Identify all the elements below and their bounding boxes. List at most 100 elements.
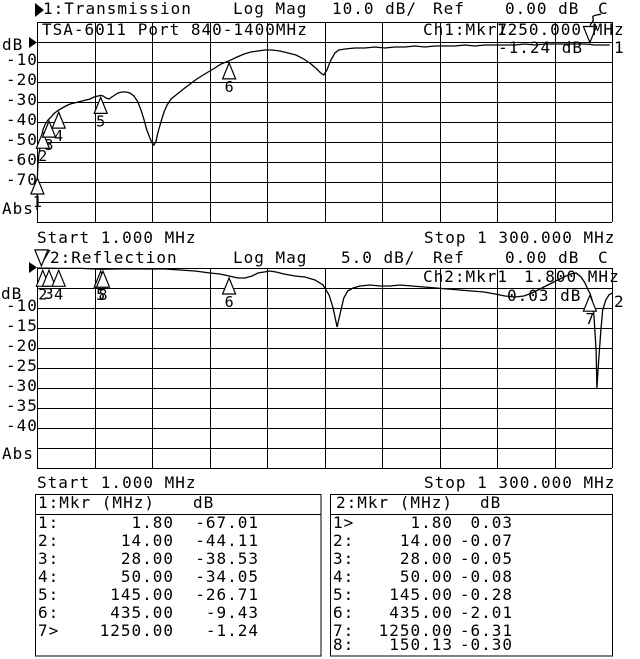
- ch2-marker-readout-label: Ch2:Mkr1: [423, 267, 509, 286]
- ch2-cal-indicator: C: [598, 248, 609, 267]
- ch2-trace-number: 2: [614, 292, 625, 311]
- table2-row-label: 6:: [333, 603, 355, 622]
- ch2-marker-readout-value: 0.03 dB: [507, 286, 582, 305]
- table1-row-freq: 435.00: [110, 603, 174, 622]
- table2-row-db: -0.08: [459, 567, 513, 586]
- table2-row-freq: 145.00: [389, 585, 453, 604]
- table1-row-db: -44.11: [195, 531, 259, 550]
- ch1-marker-readout-freq: 1250.000 MHz: [497, 20, 625, 39]
- ch2-y-tick-label: -15: [6, 316, 38, 335]
- marker-8-icon: [95, 269, 111, 288]
- marker-5-number: 5: [96, 286, 105, 304]
- marker-2-number: 2: [38, 147, 47, 165]
- table1-row-freq: 28.00: [120, 549, 174, 568]
- ch2-marker-readout-freq: 1.800 MHz: [524, 267, 620, 286]
- ch1-y-tick-label: -60: [6, 150, 38, 169]
- ch2-y-tick-label: -30: [6, 376, 38, 395]
- table2-title: 2:Mkr (MHz): [336, 493, 453, 512]
- table2-row-freq: 435.00: [389, 603, 453, 622]
- table1-row-freq: 1250.00: [99, 621, 174, 640]
- table2-row-freq: 150.13: [389, 635, 453, 654]
- marker-4-number: 4: [54, 127, 63, 145]
- ch1-header-ref-value: 0.00 dB: [505, 0, 580, 18]
- marker-6-icon: [221, 276, 237, 295]
- trace1-active-icon: [35, 3, 44, 17]
- table2-row-freq: 14.00: [399, 531, 453, 550]
- ch1-header-ref-label: Ref: [433, 0, 465, 18]
- marker-3-number: 3: [44, 136, 53, 154]
- marker-table2-frame: [330, 494, 613, 657]
- ch1-ref-arrow-icon: [29, 37, 37, 48]
- table1-row-db: -9.43: [205, 603, 259, 622]
- table1-row-label: 1:: [38, 513, 60, 532]
- table2-row-db: -6.31: [459, 621, 513, 640]
- ch1-marker-readout-value: -1.24 dB: [498, 38, 584, 57]
- table2-row-label: 4:: [333, 567, 355, 586]
- marker-7-number: 7: [585, 310, 594, 328]
- ch1-header-format: Log Mag: [233, 0, 308, 18]
- ch2-y-tick-label: -25: [6, 356, 38, 375]
- ch1-y-tick-label: -50: [6, 130, 38, 149]
- table1-unit: dB: [193, 493, 215, 512]
- ch2-y-tick-label: -35: [6, 396, 38, 415]
- table1-row-label: 5:: [38, 585, 60, 604]
- marker-2-icon: [35, 130, 51, 149]
- table1-row-freq: 14.00: [120, 531, 174, 550]
- table2-row-db: 0.03: [470, 513, 513, 532]
- ch2-start-freq: Start 1.000 MHz: [37, 473, 197, 492]
- table2-row-db: -0.30: [459, 635, 513, 654]
- table2-row-label: 8:: [333, 635, 355, 654]
- marker-2-number: 2: [38, 285, 47, 303]
- trace-2: [36, 267, 613, 389]
- ch1-header-scale: 10.0 dB/: [332, 0, 418, 18]
- ch1-y-tick-label: -10: [6, 50, 38, 69]
- ch1-cal-indicator: C: [598, 0, 609, 18]
- table2-row-label: 5:: [333, 585, 355, 604]
- table2-row-freq: 1.80: [410, 513, 453, 532]
- ch2-header-ref-value: 0.00 dB: [505, 248, 580, 267]
- ch2-stop-freq: Stop 1 300.000 MHz: [424, 473, 616, 492]
- ch1-marker-readout-label: Ch1:Mkr7: [423, 20, 509, 39]
- ch1-y-axis-unit: dB: [2, 35, 24, 54]
- ch2-header-title: 2:Reflection: [50, 248, 178, 267]
- ch1-abs-label: Abs: [2, 199, 34, 218]
- ch1-y-tick-label: -40: [6, 110, 38, 129]
- table1-row-freq: 145.00: [110, 585, 174, 604]
- active-marker-1-icon: [34, 249, 49, 268]
- marker-1-icon: [30, 176, 45, 195]
- ch2-abs-label: Abs: [2, 444, 34, 463]
- table1-row-label: 2:: [38, 531, 60, 550]
- ch1-trace-number: 1: [614, 38, 625, 57]
- marker-4-icon: [51, 268, 67, 287]
- ch2-y-tick-label: -20: [6, 336, 38, 355]
- table2-row-db: -2.01: [459, 603, 513, 622]
- ch2-header-format: Log Mag: [233, 248, 308, 267]
- ch2-y-axis-unit: dB: [1, 284, 23, 303]
- table2-row-label: 7:: [333, 621, 355, 640]
- table2-row-label: 3:: [333, 549, 355, 568]
- marker-table1-frame: [35, 494, 322, 657]
- marker-6-number: 6: [225, 78, 234, 96]
- table1-row-label: 7>: [38, 621, 60, 640]
- marker-6-icon: [221, 61, 237, 80]
- ch1-stop-freq: Stop 1 300.000 MHz: [424, 228, 616, 247]
- ch1-y-tick-label: -30: [6, 90, 38, 109]
- marker-5-number: 5: [96, 112, 105, 130]
- table1-row-db: -1.24: [205, 621, 259, 640]
- table1-title: 1:Mkr (MHz): [38, 493, 155, 512]
- table2-unit: dB: [480, 493, 502, 512]
- marker-4-icon: [51, 110, 67, 129]
- marker-5-icon: [93, 95, 109, 114]
- table1-row-db: -67.01: [195, 513, 259, 532]
- trace-1: [36, 43, 610, 211]
- table1-row-label: 6:: [38, 603, 60, 622]
- ch1-device-label: TSA-6011 Port 840-1400MHz: [42, 20, 308, 39]
- table1-row-freq: 1.80: [131, 513, 174, 532]
- table2-row-db: -0.07: [459, 531, 513, 550]
- marker-6-number: 6: [225, 293, 234, 311]
- table2-row-label: 1>: [333, 513, 355, 532]
- table1-row-db: -26.71: [195, 585, 259, 604]
- cal-marker-lead-line: [589, 13, 602, 29]
- ch2-header-scale: 5.0 dB/: [341, 248, 416, 267]
